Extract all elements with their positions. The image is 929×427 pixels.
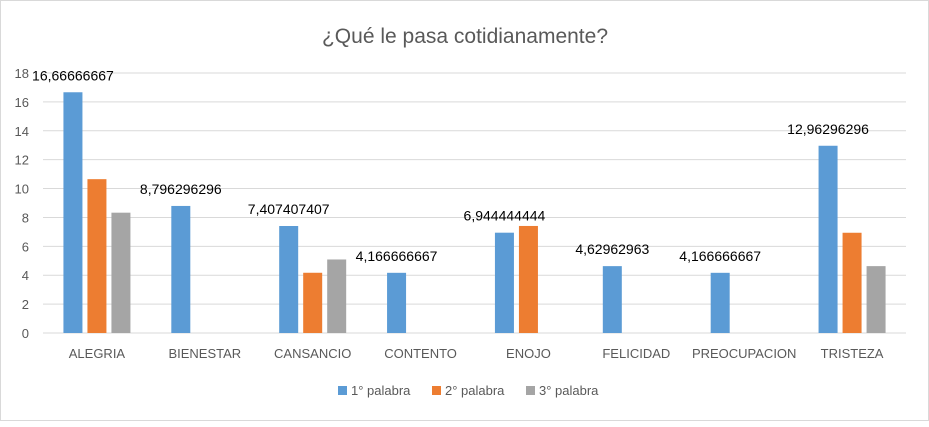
bar-1 — [494, 232, 514, 333]
y-tick-label: 14 — [15, 124, 29, 139]
legend-label: 1° palabra — [351, 383, 411, 398]
y-tick-label: 18 — [15, 66, 29, 81]
data-label: 12,96296296 — [787, 121, 869, 137]
y-tick-label: 8 — [22, 210, 29, 225]
bar-3 — [111, 212, 131, 333]
chart-title: ¿Qué le pasa cotidianamente? — [322, 25, 608, 48]
y-tick-label: 12 — [15, 153, 29, 168]
x-tick-label: BIENESTAR — [168, 346, 241, 361]
bar-2 — [87, 179, 107, 333]
data-label: 16,66666667 — [32, 67, 114, 83]
x-tick-label: CONTENTO — [384, 346, 457, 361]
x-tick-label: ALEGRIA — [69, 346, 126, 361]
bar-2 — [303, 272, 323, 333]
y-tick-label: 16 — [15, 95, 29, 110]
legend-label: 2° palabra — [445, 383, 505, 398]
x-tick-label: ENOJO — [506, 346, 551, 361]
legend-label: 3° palabra — [539, 383, 599, 398]
data-label: 4,166666667 — [679, 248, 761, 264]
legend-swatch — [432, 386, 441, 395]
bar-3 — [327, 259, 347, 333]
bar-1 — [171, 205, 191, 333]
y-tick-label: 6 — [22, 239, 29, 254]
data-label: 4,166666667 — [356, 248, 438, 264]
y-tick-label: 2 — [22, 297, 29, 312]
bar-1 — [818, 145, 838, 333]
bar-1 — [710, 272, 730, 333]
data-label: 6,944444444 — [464, 208, 546, 224]
data-label: 7,407407407 — [248, 201, 330, 217]
x-tick-label: TRISTEZA — [821, 346, 884, 361]
bar-1 — [387, 272, 407, 333]
bar-1 — [63, 92, 83, 333]
data-label: 8,796296296 — [140, 181, 222, 197]
bar-3 — [866, 266, 886, 333]
y-tick-label: 0 — [22, 326, 29, 341]
bar-1 — [279, 226, 299, 333]
legend-swatch — [338, 386, 347, 395]
x-tick-label: PREOCUPACION — [692, 346, 797, 361]
data-label: 4,62962963 — [575, 241, 649, 257]
bar-2 — [518, 225, 538, 333]
y-tick-label: 4 — [22, 268, 29, 283]
y-tick-label: 10 — [15, 182, 29, 197]
x-tick-label: FELICIDAD — [602, 346, 670, 361]
bar-2 — [842, 232, 862, 333]
legend-swatch — [526, 386, 535, 395]
x-tick-label: CANSANCIO — [274, 346, 351, 361]
bar-1 — [602, 266, 622, 333]
